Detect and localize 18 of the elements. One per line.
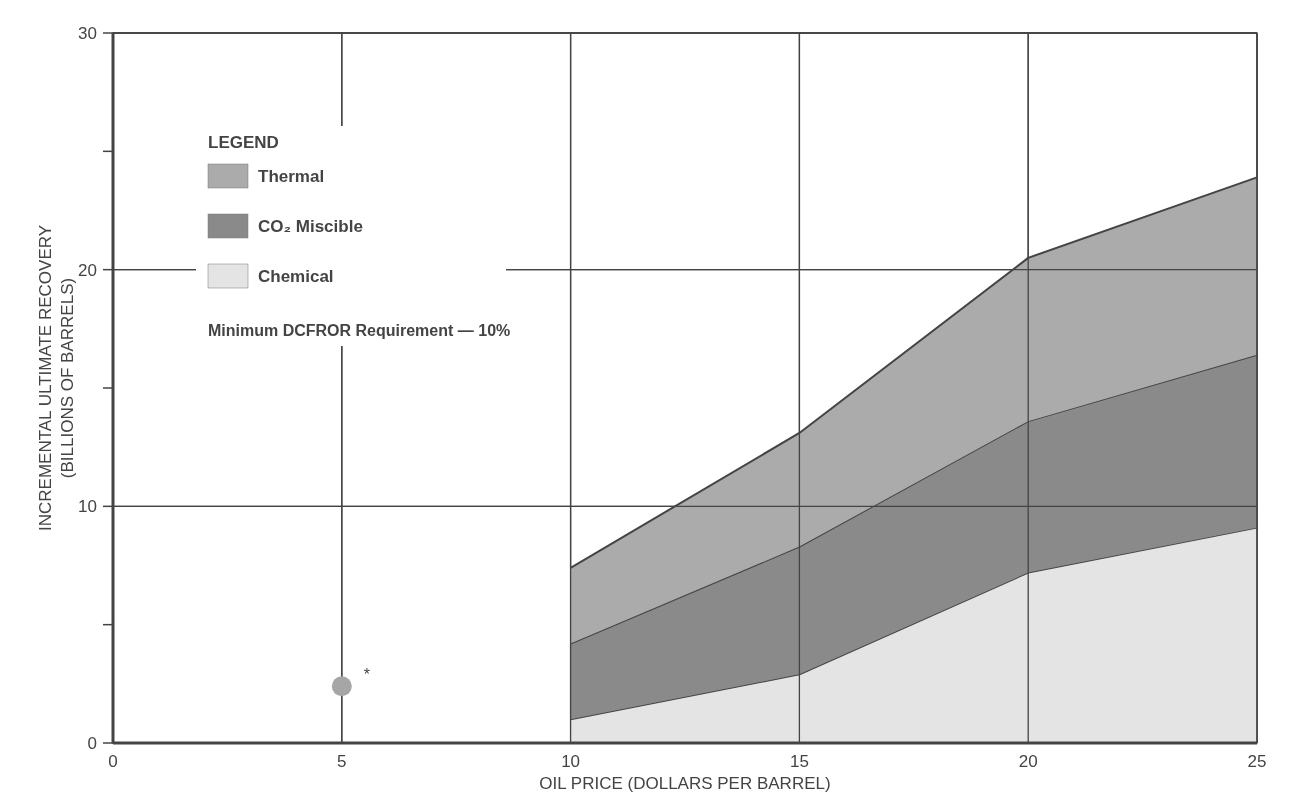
y-tick-label: 20 [78,260,97,280]
x-tick-label: 20 [1018,752,1038,771]
legend-label: Chemical [258,266,334,286]
annotation: * [363,666,371,684]
x-axis-title: OIL PRICE (DOLLARS PER BARREL) [539,774,831,793]
annotation: Minimum DCFROR Requirement — 10% [208,322,511,339]
y-tick-label: 10 [78,497,97,517]
legend-label: Thermal [258,166,325,186]
x-tick-label: 10 [561,752,581,771]
x-tick-label: 0 [108,752,118,771]
x-tick-label: 25 [1247,752,1267,771]
legend-title: LEGEND [208,133,279,152]
x-tick-label: 5 [337,752,347,771]
y-tick-label: 0 [87,733,97,753]
legend-label: CO₂ Miscible [258,216,363,236]
y-axis-title: INCREMENTAL ULTIMATE RECOVERY (BILLIONS OF BARRELS) [36,224,77,532]
x-tick-label: 15 [789,752,809,771]
y-tick-label: 30 [78,23,97,43]
